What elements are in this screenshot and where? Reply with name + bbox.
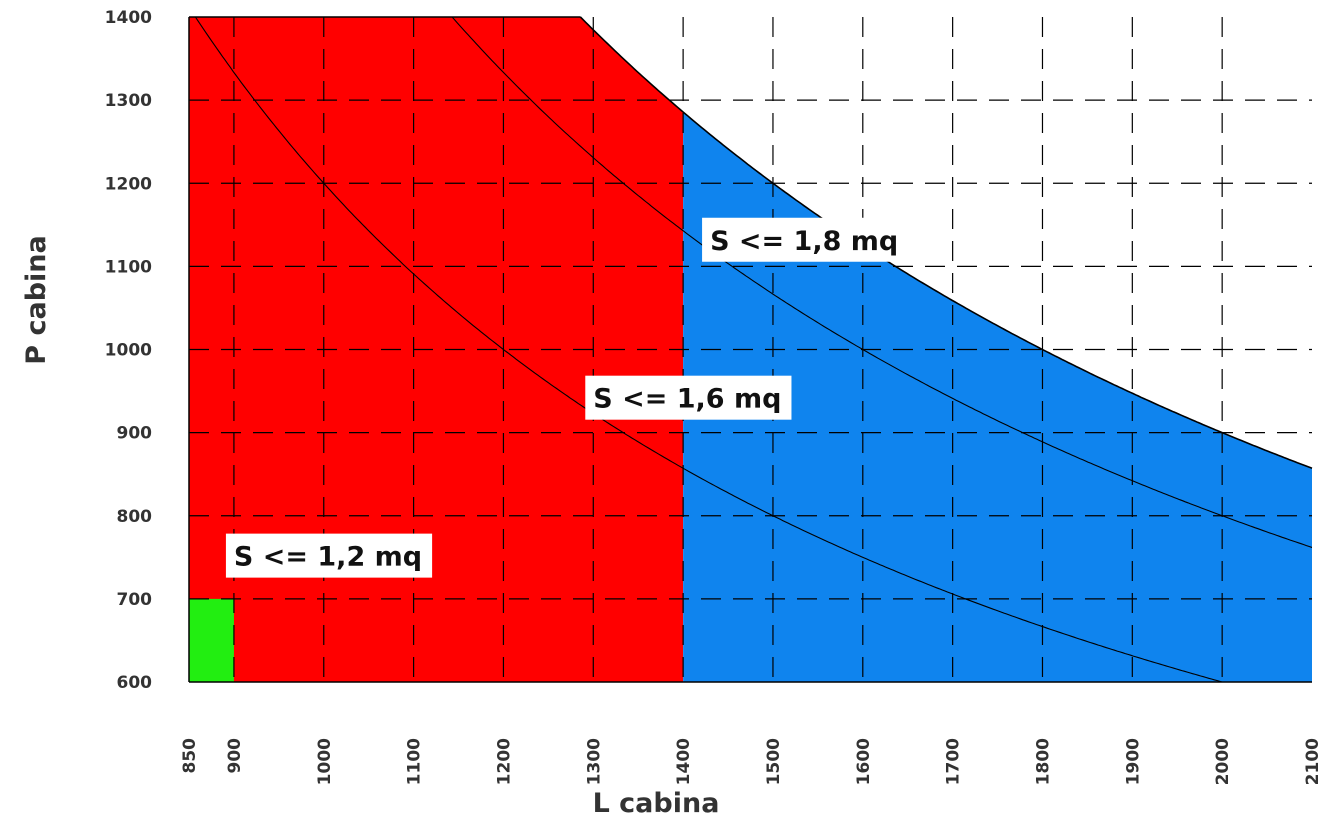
x-tick-label: 1900	[1123, 738, 1143, 785]
curve-1-2	[194, 16, 1223, 683]
annotation-box	[225, 533, 433, 578]
ticks-layer: 600 700 800 900 1000 1100 1200 1300 1400 850 900 10…	[105, 8, 1323, 785]
annotation-text: S <= 1,6 mq	[593, 384, 781, 415]
annotation-label: S <= 1,8 mq	[702, 217, 909, 262]
annotation-box	[585, 375, 792, 420]
curves-layer	[194, 16, 1313, 683]
annotation-label: S <= 1,6 mq	[585, 375, 792, 420]
annotation-text: S <= 1,8 mq	[710, 226, 898, 257]
y-tick-label: 1400	[105, 8, 152, 28]
y-tick-label: 1300	[105, 91, 152, 111]
x-tick-label: 1400	[674, 738, 694, 785]
x-tick-label: 1200	[494, 738, 514, 785]
y-tick-label: 1100	[105, 257, 152, 277]
region-green	[189, 598, 234, 682]
x-tick-label: 1300	[584, 738, 604, 785]
x-tick-label: 1000	[315, 738, 335, 785]
x-tick-label: 1100	[405, 738, 425, 785]
curve-1-8	[579, 16, 1313, 470]
y-tick-label: 700	[117, 590, 153, 610]
x-tick-label: 1800	[1033, 738, 1053, 785]
x-tick-label: 2000	[1213, 738, 1233, 785]
y-tick-label: 900	[117, 424, 153, 444]
y-tick-label: 1200	[105, 174, 152, 194]
x-tick-label: 1500	[764, 738, 784, 785]
y-tick-label: 1000	[105, 341, 152, 361]
y-axis-title: P cabina	[21, 235, 52, 364]
x-tick-label: 1700	[944, 738, 964, 785]
curve-1-6	[451, 16, 1313, 548]
x-axis-title: L cabina	[593, 788, 720, 819]
annotation-label: S <= 1,2 mq	[225, 533, 433, 578]
y-tick-label: 600	[117, 673, 153, 693]
x-tick-label: 850	[180, 738, 200, 774]
x-tick-label: 2100	[1303, 738, 1323, 785]
annotation-text: S <= 1,2 mq	[234, 542, 422, 573]
x-tick-label: 900	[225, 738, 245, 774]
x-tick-label: 1600	[854, 738, 874, 785]
annotations-layer: S <= 1,8 mq S <= 1,6 mq S <= 1,2 mq	[225, 217, 909, 578]
y-tick-label: 800	[117, 507, 153, 527]
annotation-box	[702, 217, 909, 262]
